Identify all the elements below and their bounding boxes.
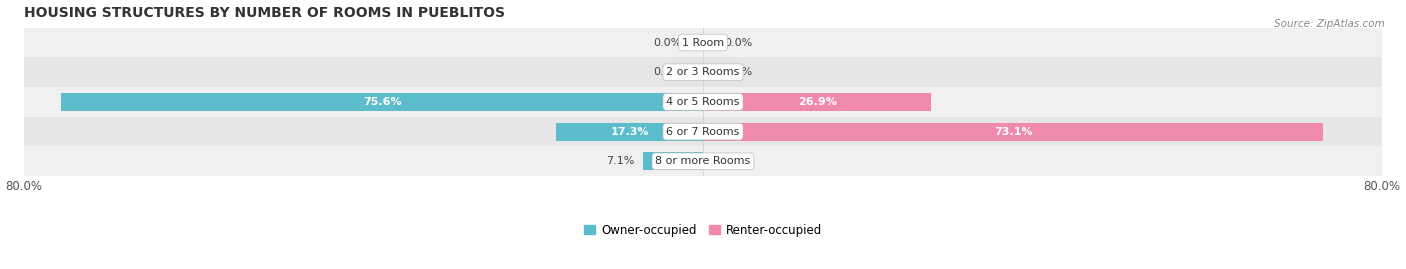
Text: 6 or 7 Rooms: 6 or 7 Rooms bbox=[666, 127, 740, 137]
Bar bbox=[24, 146, 1382, 176]
Text: 4 or 5 Rooms: 4 or 5 Rooms bbox=[666, 97, 740, 107]
Bar bbox=[24, 117, 1382, 146]
Text: 0.0%: 0.0% bbox=[654, 37, 682, 48]
Text: 17.3%: 17.3% bbox=[610, 127, 648, 137]
Bar bbox=[703, 123, 1323, 140]
Text: 1 Room: 1 Room bbox=[682, 37, 724, 48]
Bar bbox=[24, 57, 1382, 87]
Text: HOUSING STRUCTURES BY NUMBER OF ROOMS IN PUEBLITOS: HOUSING STRUCTURES BY NUMBER OF ROOMS IN… bbox=[24, 6, 505, 20]
Text: 73.1%: 73.1% bbox=[994, 127, 1032, 137]
Text: 0.0%: 0.0% bbox=[724, 156, 752, 166]
Text: 2 or 3 Rooms: 2 or 3 Rooms bbox=[666, 67, 740, 77]
Text: 0.0%: 0.0% bbox=[724, 67, 752, 77]
Text: 7.1%: 7.1% bbox=[606, 156, 634, 166]
Bar bbox=[557, 123, 703, 140]
Bar bbox=[703, 93, 931, 111]
Text: 26.9%: 26.9% bbox=[797, 97, 837, 107]
Legend: Owner-occupied, Renter-occupied: Owner-occupied, Renter-occupied bbox=[583, 224, 823, 237]
Bar bbox=[62, 93, 703, 111]
Text: 0.0%: 0.0% bbox=[654, 67, 682, 77]
Bar bbox=[24, 87, 1382, 117]
Text: 0.0%: 0.0% bbox=[724, 37, 752, 48]
Bar bbox=[24, 28, 1382, 57]
Bar bbox=[643, 152, 703, 170]
Text: 75.6%: 75.6% bbox=[363, 97, 402, 107]
Text: Source: ZipAtlas.com: Source: ZipAtlas.com bbox=[1274, 19, 1385, 29]
Text: 8 or more Rooms: 8 or more Rooms bbox=[655, 156, 751, 166]
